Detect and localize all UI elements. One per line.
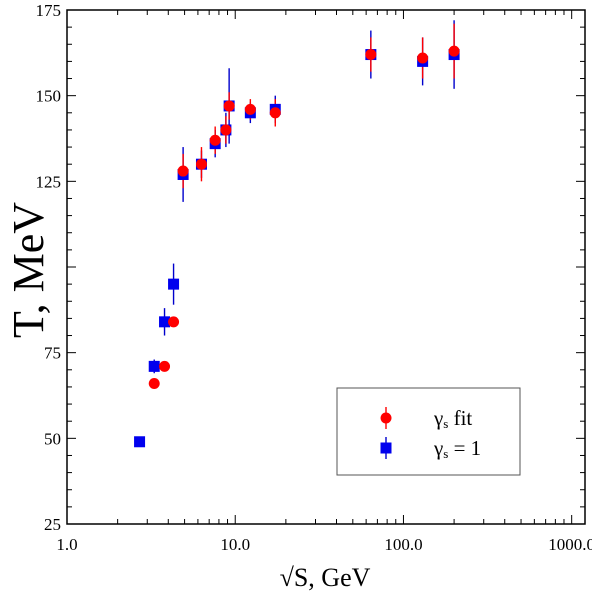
circle-point: [209, 134, 221, 146]
tick-labels: 1.0 10.0 100.0 1000.0 25 50 75 125 150 175: [36, 1, 592, 554]
data-markers: [134, 45, 460, 448]
circle-point: [195, 158, 207, 170]
x-tick-label: 100.0: [384, 535, 422, 554]
legend-square-marker: [380, 442, 392, 454]
circle-point: [417, 52, 429, 64]
y-tick-label: 50: [44, 429, 61, 448]
square-point: [148, 360, 160, 372]
circle-point: [177, 165, 189, 177]
circle-point: [220, 124, 232, 136]
x-tick-label: 1.0: [56, 535, 77, 554]
x-tick-label: 10.0: [220, 535, 250, 554]
circle-point: [365, 49, 377, 61]
y-tick-label: 125: [36, 172, 62, 191]
circle-point: [244, 103, 256, 115]
legend-label: γs = 1: [433, 436, 481, 461]
y-tick-label: 75: [44, 344, 61, 363]
legend: γs fit γs = 1: [336, 387, 521, 476]
axis-ticks: [66, 9, 585, 525]
legend-box: [336, 387, 521, 476]
x-axis-title: √S, GeV: [280, 563, 371, 592]
y-tick-label: 175: [36, 1, 62, 20]
legend-label: γs fit: [433, 406, 472, 431]
y-tick-label: 150: [36, 87, 62, 106]
circle-point: [223, 100, 235, 112]
circle-point: [159, 360, 171, 372]
circle-point: [269, 107, 281, 119]
y-axis-title: T, MeV: [4, 202, 53, 338]
square-point: [134, 436, 146, 448]
square-point: [168, 278, 180, 290]
error-bars: [153, 20, 455, 374]
circle-point: [148, 378, 160, 390]
square-point: [159, 316, 171, 328]
x-tick-label: 1000.0: [548, 535, 592, 554]
y-tick-label: 25: [44, 515, 61, 534]
legend-circle-marker: [380, 412, 392, 424]
circle-point: [448, 45, 460, 57]
circle-point: [168, 316, 180, 328]
